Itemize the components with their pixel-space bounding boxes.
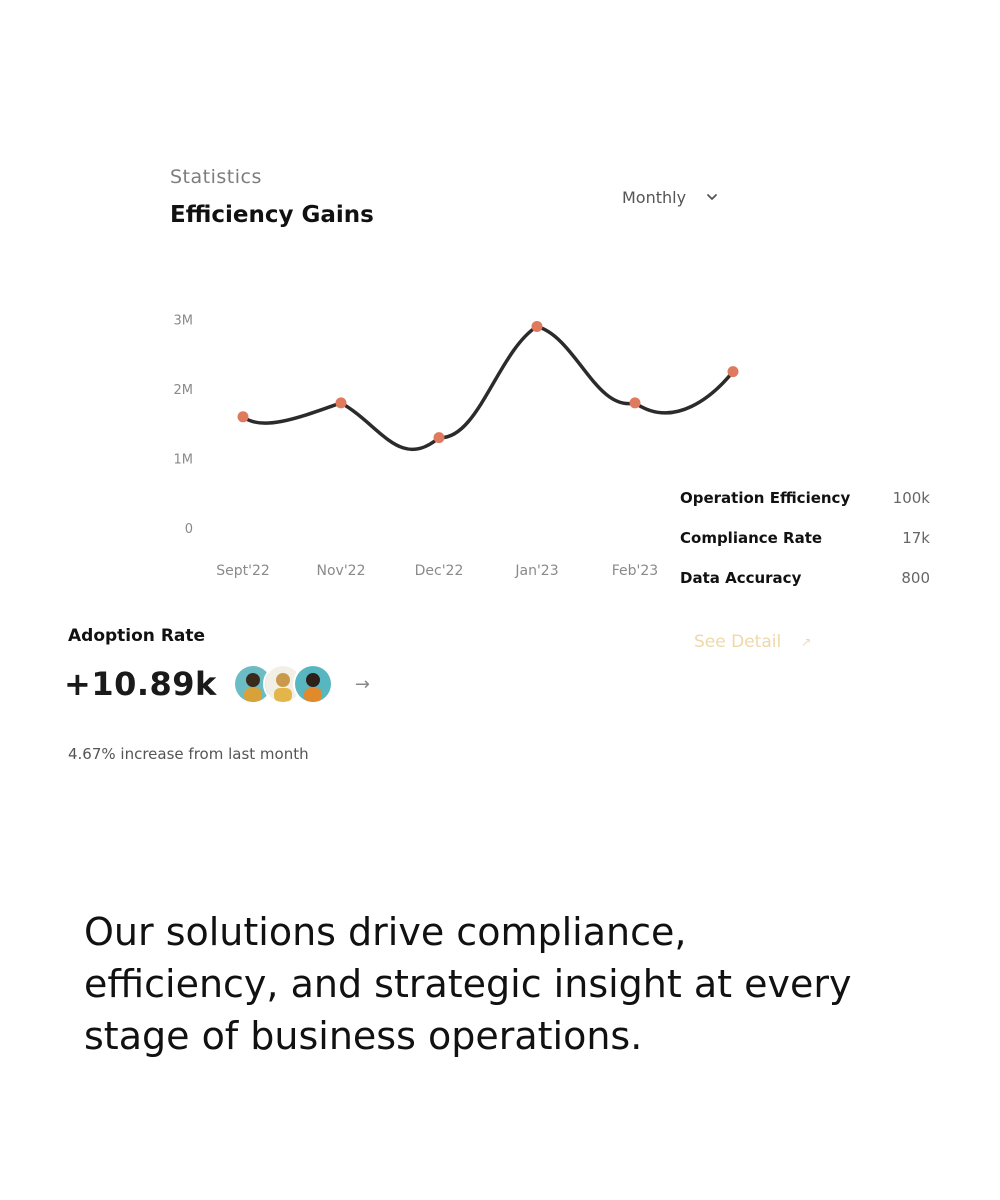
x-tick-label: Dec'22 bbox=[415, 563, 464, 579]
x-tick-label: Feb'23 bbox=[612, 563, 658, 579]
data-point bbox=[531, 320, 543, 332]
metric-value: 100k bbox=[892, 489, 930, 507]
data-point bbox=[237, 411, 249, 423]
y-tick-label: 2M bbox=[174, 383, 194, 398]
adoption-rate-row: +10.89k → bbox=[64, 664, 370, 704]
metric-label: Data Accuracy bbox=[680, 569, 802, 587]
metric-value: 17k bbox=[902, 529, 930, 547]
arrow-right-icon[interactable]: → bbox=[354, 673, 370, 695]
see-detail-link[interactable]: See Detail ↗ bbox=[690, 626, 840, 658]
adoption-rate-label: Adoption Rate bbox=[68, 626, 206, 646]
x-tick-label: Sept'22 bbox=[216, 563, 270, 579]
data-point bbox=[727, 366, 739, 378]
metric-label: Operation Efficiency bbox=[680, 489, 851, 507]
data-point bbox=[629, 397, 641, 409]
metric-row-operation-efficiency: Operation Efficiency 100k bbox=[680, 478, 930, 518]
data-point bbox=[433, 432, 445, 444]
metric-row-compliance-rate: Compliance Rate 17k bbox=[680, 518, 930, 558]
chart-title: Efficiency Gains bbox=[170, 202, 374, 228]
metric-row-data-accuracy: Data Accuracy 800 bbox=[680, 558, 930, 598]
y-tick-label: 1M bbox=[174, 453, 194, 468]
metric-label: Compliance Rate bbox=[680, 529, 823, 547]
section-eyebrow: Statistics bbox=[170, 166, 262, 188]
avatar bbox=[262, 664, 303, 704]
y-tick-label: 0 bbox=[185, 522, 193, 537]
efficiency-line-chart: 0 1M 2M 3M Sept'22 Nov'22 Dec'22 Jan'23 Feb'23 bbox=[174, 314, 739, 579]
arrow-up-right-icon: ↗ bbox=[801, 635, 812, 649]
period-select-label: Monthly bbox=[622, 187, 687, 207]
x-tick-label: Jan'23 bbox=[514, 563, 558, 579]
y-tick-label: 3M bbox=[174, 314, 194, 329]
see-detail-label: See Detail bbox=[694, 632, 782, 652]
series-line bbox=[241, 324, 735, 452]
tagline: Our solutions drive compliance, efficien… bbox=[84, 910, 852, 1058]
metrics-list: Operation Efficiency 100k Compliance Rat… bbox=[680, 478, 930, 598]
avatar-group bbox=[232, 664, 333, 704]
x-tick-label: Nov'22 bbox=[317, 563, 366, 579]
increase-note: 4.67% increase from last month bbox=[68, 745, 309, 763]
adoption-rate-value: +10.89k bbox=[64, 665, 217, 703]
data-point bbox=[335, 397, 347, 409]
chevron-down-icon bbox=[707, 194, 717, 200]
avatar bbox=[292, 664, 333, 704]
period-select[interactable]: Monthly bbox=[612, 178, 752, 216]
metric-value: 800 bbox=[901, 569, 930, 587]
